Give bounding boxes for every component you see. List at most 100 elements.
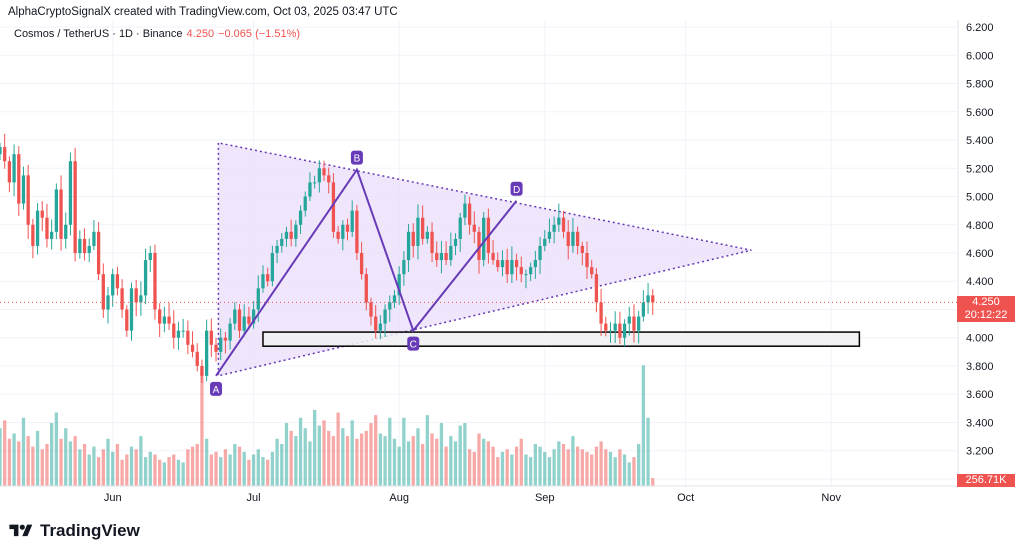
- candle-body: [646, 295, 650, 303]
- candle-body: [0, 147, 2, 155]
- candle-body: [575, 231, 580, 246]
- volume-bar: [26, 436, 30, 486]
- x-tick-label: Sep: [535, 492, 555, 504]
- volume-bar: [604, 449, 608, 486]
- y-tick-label: 5.000: [966, 192, 994, 204]
- y-tick-label: 3.800: [966, 361, 994, 373]
- candle-body: [270, 253, 275, 282]
- candle-body: [439, 253, 444, 261]
- volume-bar: [317, 425, 321, 486]
- candle-body: [54, 189, 58, 232]
- volume-bar: [312, 409, 317, 486]
- volume-bar: [50, 423, 54, 486]
- candle-body: [500, 260, 505, 268]
- volume-bar: [547, 457, 552, 486]
- candle-body: [571, 231, 575, 246]
- volume-bar: [463, 423, 467, 486]
- volume-bar: [176, 459, 181, 486]
- volume-bar: [82, 444, 87, 486]
- volume-bar: [651, 478, 655, 486]
- wave-point-marker: [510, 181, 523, 196]
- volume-bar: [439, 423, 444, 486]
- tradingview-brand[interactable]: TradingView: [8, 521, 140, 541]
- candle-body: [322, 168, 326, 176]
- candle-body: [143, 260, 148, 296]
- brand-name: TradingView: [40, 521, 140, 540]
- candle-body: [96, 231, 101, 275]
- volume-bar: [153, 454, 157, 486]
- volume-bar: [421, 444, 425, 486]
- volume-bar: [519, 438, 523, 486]
- candle-body: [247, 316, 251, 324]
- candle-body: [21, 175, 26, 204]
- candle-body: [472, 224, 476, 232]
- volume-bar: [54, 412, 58, 486]
- volume-bar: [186, 449, 190, 486]
- volume-bar: [632, 457, 636, 486]
- candle-body: [181, 330, 185, 332]
- volume-bar: [266, 459, 270, 486]
- candle-body: [604, 323, 608, 331]
- candle-body: [129, 288, 134, 331]
- volume-bar: [491, 446, 495, 486]
- volume-bar: [341, 428, 345, 486]
- candle-body: [449, 245, 453, 261]
- candle-body: [219, 337, 223, 352]
- volume-bar: [608, 451, 613, 486]
- volume-bar: [599, 441, 603, 486]
- support-rectangle: [262, 331, 861, 347]
- candle-body: [524, 274, 528, 276]
- volume-bar: [383, 436, 387, 486]
- volume-bar: [637, 444, 641, 486]
- wave-point-label: B: [354, 154, 361, 165]
- candle-body: [331, 182, 336, 232]
- candle-body: [430, 231, 434, 253]
- candle-body: [12, 154, 16, 183]
- volume-bar: [327, 430, 331, 486]
- candle-body: [242, 316, 246, 331]
- candle-body: [256, 288, 260, 310]
- candle-body: [538, 245, 542, 261]
- volume-bar: [345, 436, 350, 486]
- volume-bar: [580, 449, 584, 486]
- last-price: 4.250: [186, 28, 215, 40]
- volume-bar: [566, 449, 570, 486]
- candle-body: [134, 288, 138, 303]
- volume-bar: [378, 433, 383, 486]
- volume-bar: [641, 365, 646, 486]
- volume-bar: [571, 436, 575, 486]
- volume-bar: [115, 444, 120, 486]
- volume-bar: [256, 449, 260, 486]
- symbol-label: Cosmos / TetherUS · 1D · Binance: [14, 28, 183, 40]
- volume-bar: [12, 433, 16, 486]
- candle-body: [453, 238, 458, 246]
- candle-body: [491, 253, 495, 261]
- volume-bar: [289, 430, 293, 486]
- volume-tag: 256.71K: [957, 474, 1015, 487]
- volume-bar: [472, 451, 476, 486]
- volume-bar: [106, 438, 110, 486]
- candle-body: [261, 274, 265, 289]
- candle-body: [406, 231, 411, 261]
- wave-point-marker: [350, 150, 363, 165]
- candle-body: [209, 330, 213, 345]
- candle-body: [552, 224, 556, 232]
- candle-body: [416, 217, 420, 246]
- candle-body: [284, 231, 289, 239]
- candle-body: [590, 267, 594, 275]
- candle-body: [519, 267, 523, 275]
- wave-point-a: A: [210, 381, 223, 396]
- volume-bar: [435, 438, 439, 486]
- volume-bar: [120, 459, 124, 486]
- candle-body: [125, 309, 129, 331]
- volume-bar: [223, 449, 228, 486]
- volume-bar: [237, 446, 242, 486]
- candle-body: [82, 238, 87, 253]
- candle-body: [17, 154, 21, 204]
- y-tick-label: 4.600: [966, 248, 994, 260]
- candle-body: [153, 253, 157, 310]
- candle-body: [78, 238, 82, 253]
- candle-body: [641, 302, 646, 317]
- volume-bar: [613, 457, 617, 486]
